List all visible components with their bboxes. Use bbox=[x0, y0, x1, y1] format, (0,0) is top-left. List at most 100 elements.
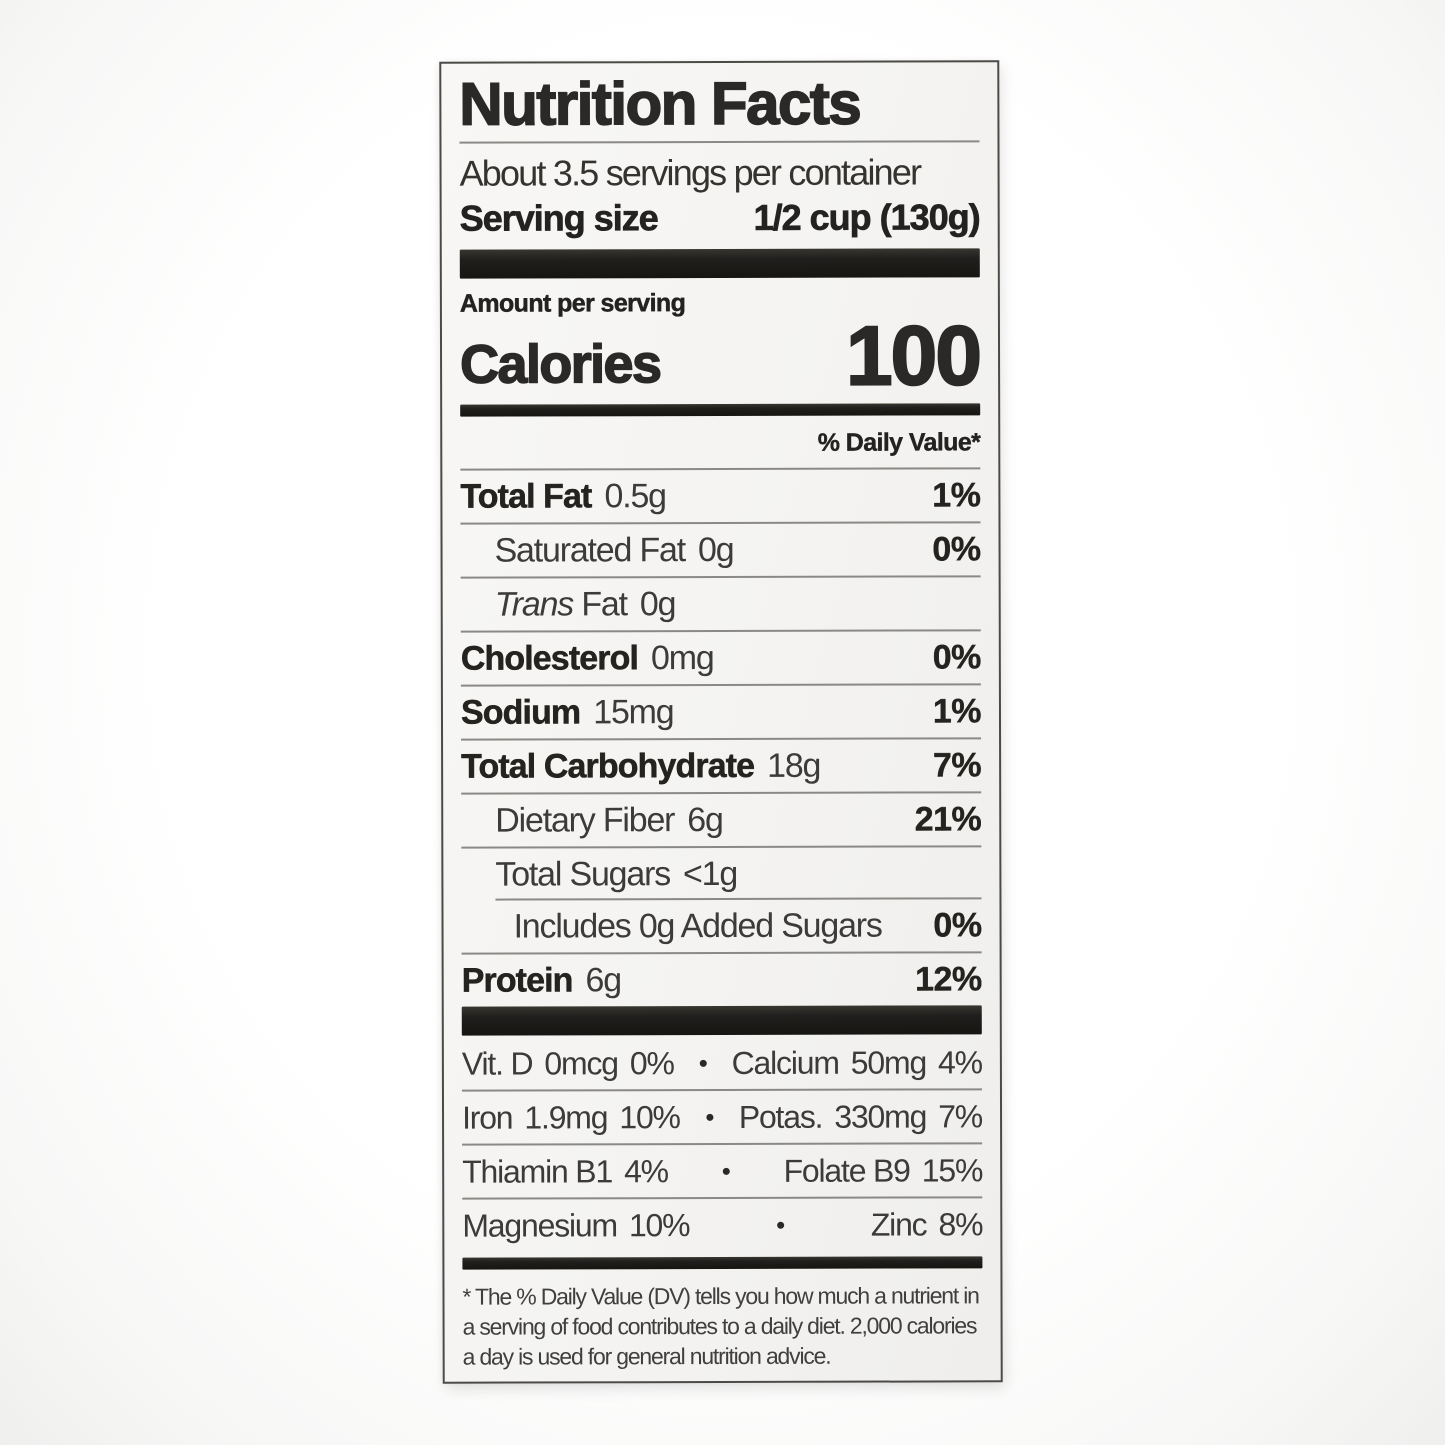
micronutrient-left: Iron 1.9mg 10% bbox=[461, 1098, 680, 1136]
nutrient-row: Total Carbohydrate 18g 7% bbox=[461, 737, 982, 793]
nutrient-row: Trans Fat 0g bbox=[460, 575, 981, 631]
micronutrient-right: Folate B9 15% bbox=[783, 1151, 983, 1189]
micronutrient-amount: 330mg bbox=[834, 1098, 927, 1135]
micronutrient-right: Potas. 330mg 7% bbox=[738, 1097, 983, 1135]
nutrient-row: Sodium 15mg 1% bbox=[460, 683, 982, 739]
nutrient-row: Total Sugars <1g bbox=[461, 845, 982, 901]
servings-per-container: About 3.5 servings per container bbox=[459, 151, 921, 194]
nutrient-name-amount: Total Fat 0.5g bbox=[460, 477, 666, 516]
nutrient-name: Sodium bbox=[460, 693, 581, 732]
nutrient-name: Total Sugars bbox=[495, 855, 671, 894]
section-bar-footnote bbox=[462, 1255, 983, 1270]
nutrient-name-amount: Dietary Fiber 6g bbox=[495, 800, 723, 840]
section-bar-micronutrients bbox=[461, 1005, 982, 1036]
daily-value-header: % Daily Value* bbox=[460, 415, 981, 471]
footnote: * The % Daily Value (DV) tells you how m… bbox=[462, 1282, 979, 1370]
nutrient-amount: 0g bbox=[639, 585, 676, 624]
micronutrient-amount: 50mg bbox=[850, 1044, 927, 1081]
micronutrient-row: Vit. D 0mcg 0% • Calcium 50mg 4% bbox=[462, 1036, 982, 1089]
nutrient-name-amount: Protein 6g bbox=[461, 961, 621, 1000]
nutrient-amount: <1g bbox=[682, 854, 738, 894]
nutrient-daily-value: 0% bbox=[933, 906, 982, 945]
micronutrient-right: Calcium 50mg 4% bbox=[731, 1043, 982, 1081]
nutrient-amount: 18g bbox=[767, 746, 821, 785]
nutrient-daily-value: 1% bbox=[932, 476, 981, 515]
nutrient-amount: 0.5g bbox=[604, 477, 666, 516]
micronutrient-dv: 8% bbox=[938, 1205, 983, 1243]
micronutrient-dv: 10% bbox=[628, 1206, 690, 1243]
nutrient-amount: 6g bbox=[585, 961, 621, 1000]
nutrient-name: Total Carbohydrate bbox=[461, 746, 755, 786]
nutrient-rows: Total Fat 0.5g 1% Saturated Fat 0g 0% Trans Fa… bbox=[460, 469, 982, 1007]
micronutrient-name: Magnesium bbox=[462, 1206, 617, 1244]
micronutrient-name: Iron bbox=[461, 1099, 513, 1136]
micronutrient-rows: Vit. D 0mcg 0% • Calcium 50mg 4% Iron 1.9mg 10% • P… bbox=[461, 1034, 983, 1252]
micronutrient-amount: 0mcg bbox=[544, 1044, 618, 1082]
micronutrient-row: Iron 1.9mg 10% • Potas. 330mg 7% bbox=[461, 1087, 983, 1144]
micronutrient-amount: 1.9mg bbox=[524, 1098, 608, 1136]
nutrient-name-amount: Cholesterol 0mg bbox=[460, 638, 714, 678]
bullet-separator-icon: • bbox=[776, 1209, 785, 1240]
serving-size-row: Serving size 1/2 cup (130g) bbox=[459, 194, 980, 241]
nutrient-row: Protein 6g 12% bbox=[461, 951, 982, 1007]
micronutrient-left: Magnesium 10% bbox=[462, 1206, 690, 1244]
micronutrient-name: Calcium bbox=[731, 1044, 839, 1081]
serving-size-label: Serving size bbox=[459, 197, 658, 239]
nutrient-name: Trans Fat bbox=[494, 585, 627, 624]
micronutrient-dv: 10% bbox=[619, 1098, 680, 1135]
nutrient-daily-value: 12% bbox=[915, 960, 982, 999]
nutrient-row: Cholesterol 0mg 0% bbox=[460, 629, 981, 685]
nutrient-amount: 0g bbox=[697, 530, 734, 570]
nutrition-facts-label: Nutrition Facts About 3.5 servings per c… bbox=[439, 60, 1003, 1384]
bullet-separator-icon: • bbox=[721, 1155, 730, 1186]
micronutrient-name: Potas. bbox=[738, 1098, 823, 1135]
nutrient-name: Includes 0g Added Sugars bbox=[513, 906, 882, 946]
nutrient-name-amount: Total Carbohydrate 18g bbox=[461, 746, 821, 786]
nutrient-amount: 15mg bbox=[593, 693, 674, 732]
nutrient-name-amount: Sodium 15mg bbox=[460, 693, 674, 732]
micronutrient-dv: 4% bbox=[623, 1152, 668, 1189]
micronutrient-left: Thiamin B1 4% bbox=[462, 1152, 668, 1190]
nutrient-name: Dietary Fiber bbox=[495, 801, 675, 840]
micronutrient-dv: 7% bbox=[938, 1097, 983, 1135]
micronutrient-row: Thiamin B1 4% • Folate B9 15% bbox=[462, 1141, 983, 1198]
nutrient-name-amount: Total Sugars <1g bbox=[495, 854, 738, 894]
title-divider bbox=[459, 140, 980, 144]
nutrient-row: Dietary Fiber 6g 21% bbox=[461, 791, 982, 847]
label-title: Nutrition Facts bbox=[458, 69, 861, 139]
micronutrient-dv: 4% bbox=[937, 1043, 982, 1081]
micronutrient-row: Magnesium 10% • Zinc 8% bbox=[462, 1195, 983, 1252]
nutrient-name: Protein bbox=[461, 961, 573, 1000]
micronutrient-right: Zinc 8% bbox=[870, 1205, 983, 1243]
micronutrient-name: Folate B9 bbox=[783, 1152, 910, 1189]
nutrient-amount: 0mg bbox=[650, 638, 714, 678]
bullet-separator-icon: • bbox=[705, 1101, 714, 1132]
nutrient-daily-value: 0% bbox=[932, 638, 981, 677]
nutrient-name: Cholesterol bbox=[460, 639, 639, 678]
nutrient-daily-value: 1% bbox=[932, 692, 982, 731]
nutrient-name-amount: Saturated Fat 0g bbox=[494, 530, 734, 570]
calories-row: Calories 100 bbox=[459, 307, 981, 403]
micronutrient-name: Thiamin B1 bbox=[462, 1152, 613, 1190]
nutrient-daily-value: 21% bbox=[914, 800, 982, 839]
micronutrient-dv: 0% bbox=[629, 1044, 674, 1081]
nutrient-row: Saturated Fat 0g 0% bbox=[460, 521, 981, 577]
micronutrient-name: Zinc bbox=[870, 1206, 927, 1243]
bullet-separator-icon: • bbox=[698, 1047, 707, 1078]
micronutrient-name: Vit. D bbox=[461, 1045, 533, 1082]
nutrient-amount: 6g bbox=[687, 800, 723, 840]
nutrient-row: Includes 0g Added Sugars 0% bbox=[461, 899, 981, 952]
nutrient-daily-value: 0% bbox=[932, 530, 981, 569]
nutrient-name-amount: Trans Fat 0g bbox=[494, 585, 676, 624]
calories-value: 100 bbox=[845, 307, 981, 403]
calories-label: Calories bbox=[459, 333, 661, 395]
section-bar-top bbox=[459, 248, 980, 279]
nutrient-row: Total Fat 0.5g 1% bbox=[460, 469, 981, 522]
nutrient-daily-value: 7% bbox=[932, 746, 982, 785]
nutrient-name-amount: Includes 0g Added Sugars bbox=[513, 906, 882, 946]
micronutrient-left: Vit. D 0mcg 0% bbox=[461, 1044, 674, 1082]
nutrient-name: Saturated Fat bbox=[494, 531, 686, 570]
micronutrient-dv: 15% bbox=[921, 1151, 983, 1189]
serving-size-value: 1/2 cup (130g) bbox=[753, 196, 980, 238]
